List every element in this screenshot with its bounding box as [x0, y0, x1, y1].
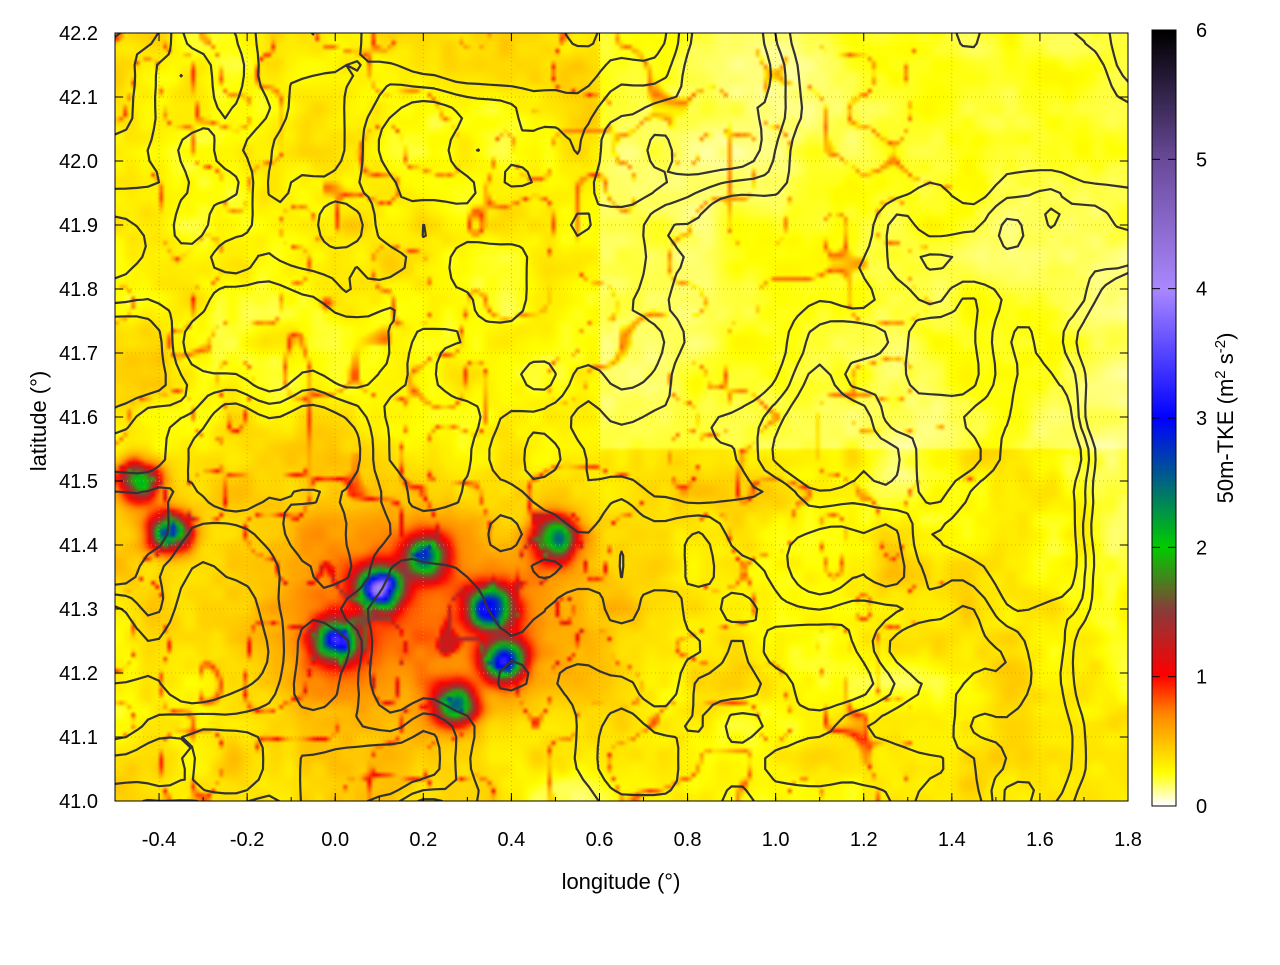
x-tick-label: 1.6 — [1026, 829, 1054, 851]
y-tick-label: 42.0 — [59, 151, 98, 173]
y-tick-label: 41.3 — [59, 599, 98, 621]
y-tick-label: 41.5 — [59, 471, 98, 493]
y-tick-label: 41.6 — [59, 407, 98, 429]
colorbar-tick-label: 0 — [1196, 796, 1207, 818]
colorbar-label: 50m-TKE (m2 s-2) — [1212, 333, 1238, 504]
colorbar: 0 1 2 3 4 5 6 50m-TKE (m2 s-2) — [1151, 20, 1238, 818]
colorbar-tick-label: 4 — [1196, 279, 1207, 301]
x-tick-label: 0.2 — [409, 829, 437, 851]
x-axis: -0.4 -0.2 0.0 0.2 0.4 0.6 0.8 1.0 1.2 1.4 1.6 1.8 — [114, 33, 1142, 851]
y-axis: 41.0 41.1 41.2 41.3 41.4 41.5 41.6 41.7 41.8 41.9… — [59, 23, 1128, 813]
x-tick-label: 0.0 — [321, 829, 349, 851]
colorbar-tick-label: 1 — [1196, 667, 1207, 689]
y-tick-label: 41.9 — [59, 215, 98, 237]
plot-area — [115, 33, 1128, 801]
colorbar-tick-label: 6 — [1196, 20, 1207, 42]
y-axis-label: latitude (°) — [26, 371, 51, 472]
x-tick-label: 1.4 — [938, 829, 966, 851]
x-tick-label: -0.2 — [230, 829, 264, 851]
y-tick-label: 41.2 — [59, 663, 98, 685]
x-tick-label: -0.4 — [142, 829, 176, 851]
y-tick-label: 41.0 — [59, 791, 98, 813]
colorbar-tick-label: 5 — [1196, 149, 1207, 171]
y-tick-label: 41.7 — [59, 343, 98, 365]
x-tick-label: 1.0 — [762, 829, 790, 851]
colorbar-ticks: 0 1 2 3 4 5 6 — [1152, 20, 1207, 818]
x-tick-label: 1.8 — [1114, 829, 1142, 851]
colorbar-tick-label: 2 — [1196, 537, 1207, 559]
contour-lines — [115, 33, 1128, 801]
terrain-contours — [115, 33, 1128, 801]
y-tick-label: 42.2 — [59, 23, 98, 45]
y-tick-label: 41.4 — [59, 535, 98, 557]
x-tick-label: 0.4 — [497, 829, 525, 851]
colorbar-tick-label: 3 — [1196, 408, 1207, 430]
y-tick-label: 41.1 — [59, 727, 98, 749]
x-tick-label: 0.6 — [586, 829, 614, 851]
x-axis-label: longitude (°) — [562, 869, 681, 894]
x-tick-label: 1.2 — [850, 829, 878, 851]
x-tick-label: 0.8 — [674, 829, 702, 851]
y-tick-label: 42.1 — [59, 87, 98, 109]
y-tick-label: 41.8 — [59, 279, 98, 301]
